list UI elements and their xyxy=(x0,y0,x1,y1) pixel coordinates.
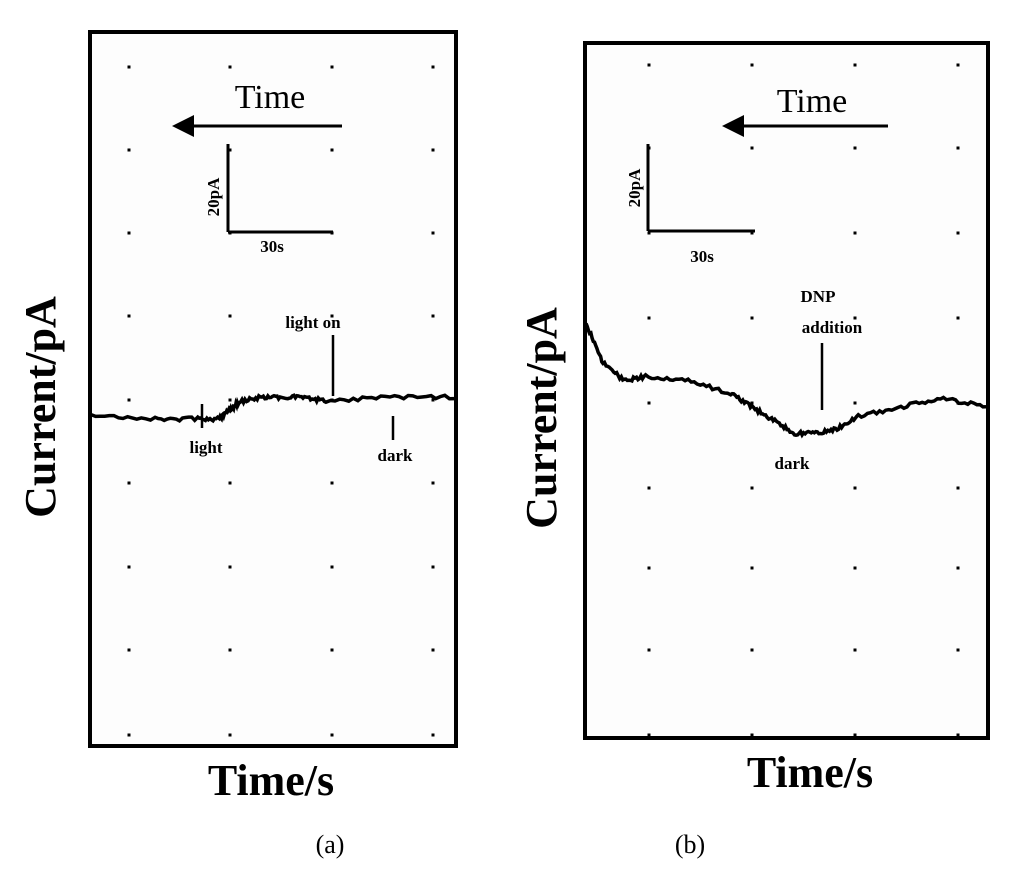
panel-b-time-arrow xyxy=(722,115,888,137)
panel-a-frame xyxy=(88,30,458,748)
panel-a-annotation-light: light xyxy=(189,438,222,457)
panel-a-grid-dot-4-3 xyxy=(431,398,435,402)
panel-b-grid-dot-6-0 xyxy=(647,566,651,570)
panel-a-grid-dot-1-0 xyxy=(127,148,131,152)
panel-a-grid-dot-0-2 xyxy=(330,65,334,69)
panel-a-grid-dot-3-0 xyxy=(127,314,131,318)
panel-b-annotation-dnp: DNP xyxy=(801,287,836,306)
panel-a-grid-dot-0-3 xyxy=(431,65,435,69)
panel-b-scale-vertical-label: 20pA xyxy=(625,168,644,207)
panel-b-xlabel: Time/s xyxy=(747,748,873,797)
panel-b-grid-dot-7-1 xyxy=(750,648,754,652)
panel-a-grid-dot-8-2 xyxy=(330,733,334,737)
panel-b-grid-dot-5-2 xyxy=(853,486,857,490)
panel-a-grid-dot-1-1 xyxy=(228,148,232,152)
panel-a-grid-dot-6-1 xyxy=(228,565,232,569)
panel-b-grid xyxy=(647,63,960,737)
panel-a-grid-dot-3-2 xyxy=(330,314,334,318)
panel-a-trace xyxy=(90,392,455,424)
panel-a-grid-dot-7-3 xyxy=(431,648,435,652)
panel-a-grid-dot-5-0 xyxy=(127,481,131,485)
panel-a-grid-dot-6-3 xyxy=(431,565,435,569)
panel-a-grid-dot-1-3 xyxy=(431,148,435,152)
panel-a-time-arrow-label: Time xyxy=(235,79,306,116)
panel-b-grid-dot-7-0 xyxy=(647,648,651,652)
panel-a-grid-dot-8-3 xyxy=(431,733,435,737)
panel-b-grid-dot-3-3 xyxy=(956,316,960,320)
panel-b-grid-dot-4-2 xyxy=(853,401,857,405)
panel-a-grid-dot-5-1 xyxy=(228,481,232,485)
panel-a-scale-vertical-label: 20pA xyxy=(204,177,223,216)
panel-a-scale-bar xyxy=(226,144,333,234)
panel-b-grid-dot-8-1 xyxy=(750,733,754,737)
panel-b-time-arrow-label: Time xyxy=(777,83,848,120)
panel-a-grid-dot-3-1 xyxy=(228,314,232,318)
panel-b-grid-dot-8-0 xyxy=(647,733,651,737)
panel-a-grid-dot-6-2 xyxy=(330,565,334,569)
panel-b-ylabel: Current/pA xyxy=(517,307,566,529)
panel-b-grid-dot-6-1 xyxy=(750,566,754,570)
panel-b-caption: (b) xyxy=(675,830,705,859)
panel-b-scale-horizontal-label: 30s xyxy=(690,247,714,266)
panel-b-trace xyxy=(584,322,987,439)
panel-b-grid-dot-0-0 xyxy=(647,63,651,67)
panel-a-xlabel: Time/s xyxy=(208,756,334,805)
panel-b-grid-dot-8-2 xyxy=(853,733,857,737)
panel-a-grid-dot-6-0 xyxy=(127,565,131,569)
panel-b-grid-dot-5-3 xyxy=(956,486,960,490)
panel-b-grid-dot-1-1 xyxy=(750,146,754,150)
panel-b-grid-dot-0-1 xyxy=(750,63,754,67)
panel-a-grid-dot-2-3 xyxy=(431,231,435,235)
panel-a-annotation-light-on: light on xyxy=(285,313,341,332)
panel-b-grid-dot-5-1 xyxy=(750,486,754,490)
panel-a-grid-dot-0-0 xyxy=(127,65,131,69)
panel-b-grid-dot-2-2 xyxy=(853,231,857,235)
panel-b-grid-dot-3-0 xyxy=(647,316,651,320)
panel-b-grid-dot-6-2 xyxy=(853,566,857,570)
panel-b-grid-dot-5-0 xyxy=(647,486,651,490)
panel-b-grid-dot-0-3 xyxy=(956,63,960,67)
panel-b-grid-dot-4-1 xyxy=(750,401,754,405)
panel-a-grid-dot-2-0 xyxy=(127,231,131,235)
panel-b-grid-dot-8-3 xyxy=(956,733,960,737)
panel-b-annotation-addition: addition xyxy=(802,318,863,337)
panel-a-grid-dot-1-2 xyxy=(330,148,334,152)
panel-a-grid-dot-8-0 xyxy=(127,733,131,737)
panel-a-scale-horizontal-label: 30s xyxy=(260,237,284,256)
panel-a-grid-dot-7-2 xyxy=(330,648,334,652)
panel-b-annotation-dark: dark xyxy=(775,454,811,473)
panel-a-grid-dot-5-3 xyxy=(431,481,435,485)
panel-a-time-arrow xyxy=(172,115,342,137)
panel-a-grid xyxy=(127,65,435,737)
panel-a-grid-dot-5-2 xyxy=(330,481,334,485)
panel-a: Time 20pA 30s light on light dark Curren… xyxy=(16,30,458,859)
panel-b-grid-dot-7-3 xyxy=(956,648,960,652)
panel-a-annotation-dark: dark xyxy=(378,446,414,465)
panel-b-grid-dot-1-2 xyxy=(853,146,857,150)
panel-a-grid-dot-8-1 xyxy=(228,733,232,737)
panel-b-grid-dot-2-3 xyxy=(956,231,960,235)
panel-a-caption: (a) xyxy=(316,830,345,859)
panel-b-grid-dot-2-1 xyxy=(750,231,754,235)
panel-a-grid-dot-3-3 xyxy=(431,314,435,318)
panel-b-grid-dot-7-2 xyxy=(853,648,857,652)
panel-b-grid-dot-0-2 xyxy=(853,63,857,67)
panel-a-grid-dot-4-0 xyxy=(127,398,131,402)
panel-a-grid-dot-7-0 xyxy=(127,648,131,652)
panel-b-grid-dot-1-3 xyxy=(956,146,960,150)
panel-b-grid-dot-3-1 xyxy=(750,316,754,320)
panel-b-grid-dot-4-0 xyxy=(647,401,651,405)
panel-a-ylabel: Current/pA xyxy=(16,296,65,518)
panel-b-grid-dot-3-2 xyxy=(853,316,857,320)
panel-b-scale-bar xyxy=(646,144,755,233)
panel-b: Time 20pA 30s DNP addition dark Current/… xyxy=(517,41,990,859)
panel-a-grid-dot-0-1 xyxy=(228,65,232,69)
panel-b-grid-dot-2-0 xyxy=(647,231,651,235)
panel-b-frame xyxy=(583,41,990,740)
panel-a-grid-dot-4-1 xyxy=(228,398,232,402)
panel-a-grid-dot-7-1 xyxy=(228,648,232,652)
panel-b-grid-dot-6-3 xyxy=(956,566,960,570)
